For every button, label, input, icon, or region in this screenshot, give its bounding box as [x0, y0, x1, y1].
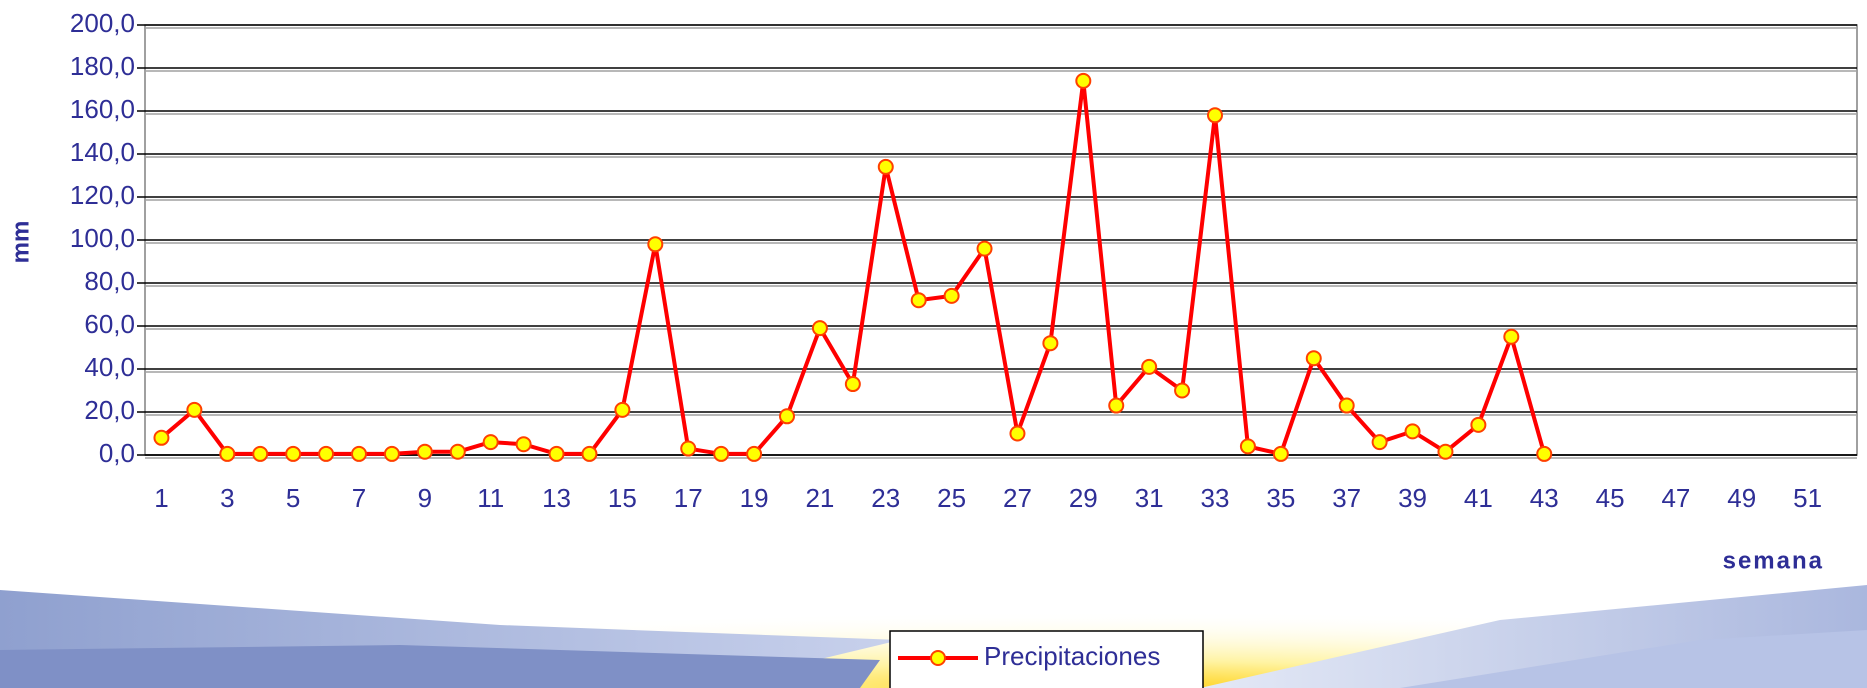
marker	[1042, 335, 1059, 352]
x-tick-label: 11	[477, 483, 504, 513]
marker	[779, 408, 795, 425]
marker	[680, 440, 697, 457]
x-tick-label: 3	[220, 483, 234, 513]
marker	[1305, 350, 1322, 367]
y-tick-label: 80,0	[84, 266, 135, 296]
marker	[811, 320, 828, 337]
marker	[910, 292, 927, 309]
marker	[844, 376, 861, 393]
x-tick-label: 1	[154, 483, 168, 513]
marker	[581, 445, 598, 462]
marker	[548, 445, 565, 462]
y-tick-label: 20,0	[84, 395, 135, 425]
marker	[1272, 445, 1289, 462]
marker	[1141, 358, 1158, 375]
marker	[1338, 397, 1355, 414]
marker	[877, 158, 894, 175]
y-tick-label: 100,0	[70, 223, 135, 253]
x-tick-label: 19	[740, 483, 769, 513]
x-tick-label: 51	[1793, 483, 1822, 513]
marker	[1207, 107, 1223, 124]
legend-marker	[930, 650, 946, 666]
marker	[153, 429, 170, 446]
marker	[416, 443, 433, 460]
marker	[1503, 328, 1520, 345]
x-tick-label: 31	[1135, 483, 1164, 513]
marker	[746, 445, 763, 462]
y-tick-label: 180,0	[70, 51, 135, 81]
x-tick-label: 45	[1596, 483, 1625, 513]
marker	[515, 436, 532, 453]
y-tick-label: 60,0	[84, 309, 135, 339]
x-tick-label: 43	[1530, 483, 1559, 513]
x-tick-label: 29	[1069, 483, 1098, 513]
marker	[1536, 445, 1553, 462]
x-tick-label: 9	[418, 483, 432, 513]
x-tick-label: 41	[1464, 483, 1493, 513]
y-tick-label: 140,0	[70, 137, 135, 167]
x-tick-label: 37	[1332, 483, 1361, 513]
marker	[1470, 416, 1487, 433]
marker	[1075, 72, 1092, 89]
marker	[1404, 423, 1421, 440]
x-tick-label: 47	[1661, 483, 1690, 513]
x-tick-label: 13	[542, 483, 571, 513]
x-tick-label: 7	[352, 483, 366, 513]
marker	[1009, 425, 1026, 442]
x-tick-label: 23	[871, 483, 900, 513]
legend: Precipitaciones	[889, 630, 1204, 688]
y-tick-label: 120,0	[70, 180, 135, 210]
marker	[713, 445, 730, 462]
marker	[1437, 443, 1454, 460]
marker	[383, 445, 400, 462]
marker	[449, 443, 466, 460]
x-tick-label: 15	[608, 483, 637, 513]
y-tick-label: 200,0	[70, 8, 135, 38]
marker	[1239, 438, 1256, 455]
marker	[614, 401, 631, 418]
marker	[186, 401, 203, 418]
marker	[351, 445, 367, 462]
x-tick-label: 21	[805, 483, 834, 513]
marker	[1371, 434, 1388, 451]
marker	[943, 287, 960, 304]
grid: 0,0 20,0 40,0 60,0 80,0 100,0 120,0 140,0 160,0 1…	[70, 8, 1858, 513]
marker	[219, 445, 236, 462]
marker	[285, 445, 302, 462]
marker	[482, 434, 499, 451]
x-tick-label: 39	[1398, 483, 1427, 513]
y-tick-label: 160,0	[70, 94, 135, 124]
y-tick-label: 0,0	[99, 438, 135, 468]
y-axis-label: mm	[7, 221, 34, 264]
marker	[1174, 382, 1191, 399]
x-tick-label: 33	[1201, 483, 1230, 513]
background	[0, 560, 1867, 688]
y-tick-label: 40,0	[84, 352, 135, 382]
x-tick-label: 17	[674, 483, 703, 513]
x-tick-label: 49	[1727, 483, 1756, 513]
x-tick-label: 25	[937, 483, 966, 513]
x-tick-label: 35	[1266, 483, 1295, 513]
x-axis-label: semana	[1723, 547, 1824, 574]
marker	[647, 236, 664, 253]
x-tick-label: 27	[1003, 483, 1032, 513]
plot	[153, 72, 1553, 462]
marker	[1108, 397, 1125, 414]
marker	[252, 445, 269, 462]
line	[160, 78, 1547, 456]
legend-label: Precipitaciones	[984, 641, 1160, 671]
marker	[318, 445, 335, 462]
x-tick-label: 5	[286, 483, 300, 513]
marker	[976, 240, 993, 257]
